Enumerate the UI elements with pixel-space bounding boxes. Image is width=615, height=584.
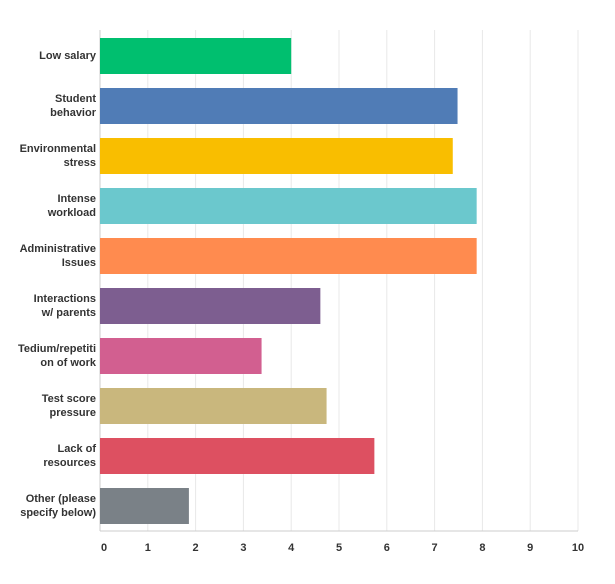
category-label-line: Tedium/repetiti (17, 343, 96, 355)
bar (100, 138, 453, 174)
category-label-line: Student (55, 93, 96, 105)
x-tick-label: 10 (571, 542, 585, 554)
category-label: Environmental stress (4, 142, 96, 170)
category-label: Student behavior (4, 92, 96, 120)
category-label-line: workload (47, 207, 96, 219)
category-label: Intense workload (4, 192, 96, 220)
x-tick-label: 8 (479, 542, 486, 554)
x-tick-label: 0 (100, 542, 108, 554)
bar (100, 338, 262, 374)
category-label-line: on of work (40, 357, 96, 369)
category-label-line: Test score (41, 393, 96, 405)
bar (100, 38, 292, 74)
bar (100, 188, 477, 224)
x-tick-label: 2 (192, 542, 199, 554)
category-label-line: Issues (61, 257, 96, 269)
category-label-line: Intense (57, 193, 96, 205)
bar (100, 438, 375, 474)
category-label: Low salary (4, 49, 96, 63)
category-label-line: Lack of (57, 443, 96, 455)
category-label-line: Low salary (39, 50, 96, 62)
category-label-line: Environmental (19, 143, 96, 155)
x-tick-label: 4 (288, 542, 295, 554)
bar (100, 238, 477, 274)
category-label-line: stress (63, 157, 96, 169)
category-label: Lack of resources (4, 442, 96, 470)
x-tick-label: 1 (144, 542, 151, 554)
x-tick-label: 7 (431, 542, 438, 554)
x-tick-label: 3 (240, 542, 247, 554)
category-label-line: behavior (50, 107, 96, 119)
category-label-line: specify below) (20, 507, 96, 519)
category-label-line: resources (43, 457, 96, 469)
category-label-line: Other (please (25, 493, 96, 505)
bar (100, 488, 189, 524)
category-label-line: Administrative (19, 243, 96, 255)
x-tick-label: 6 (383, 542, 390, 554)
category-label: Other (please specify below) (4, 492, 96, 520)
bar (100, 288, 321, 324)
bar (100, 388, 327, 424)
category-label-line: Interactions (33, 293, 96, 305)
category-label-line: pressure (49, 407, 96, 419)
category-label-line: w/ parents (41, 307, 96, 319)
category-label: Administrative Issues (4, 242, 96, 270)
category-label: Interactions w/ parents (4, 292, 96, 320)
category-label: Test score pressure (4, 392, 96, 420)
category-label: Tedium/repetiti on of work (4, 342, 96, 370)
x-tick-label: 5 (335, 542, 343, 554)
x-tick-label: 9 (527, 542, 534, 554)
bar (100, 88, 458, 124)
